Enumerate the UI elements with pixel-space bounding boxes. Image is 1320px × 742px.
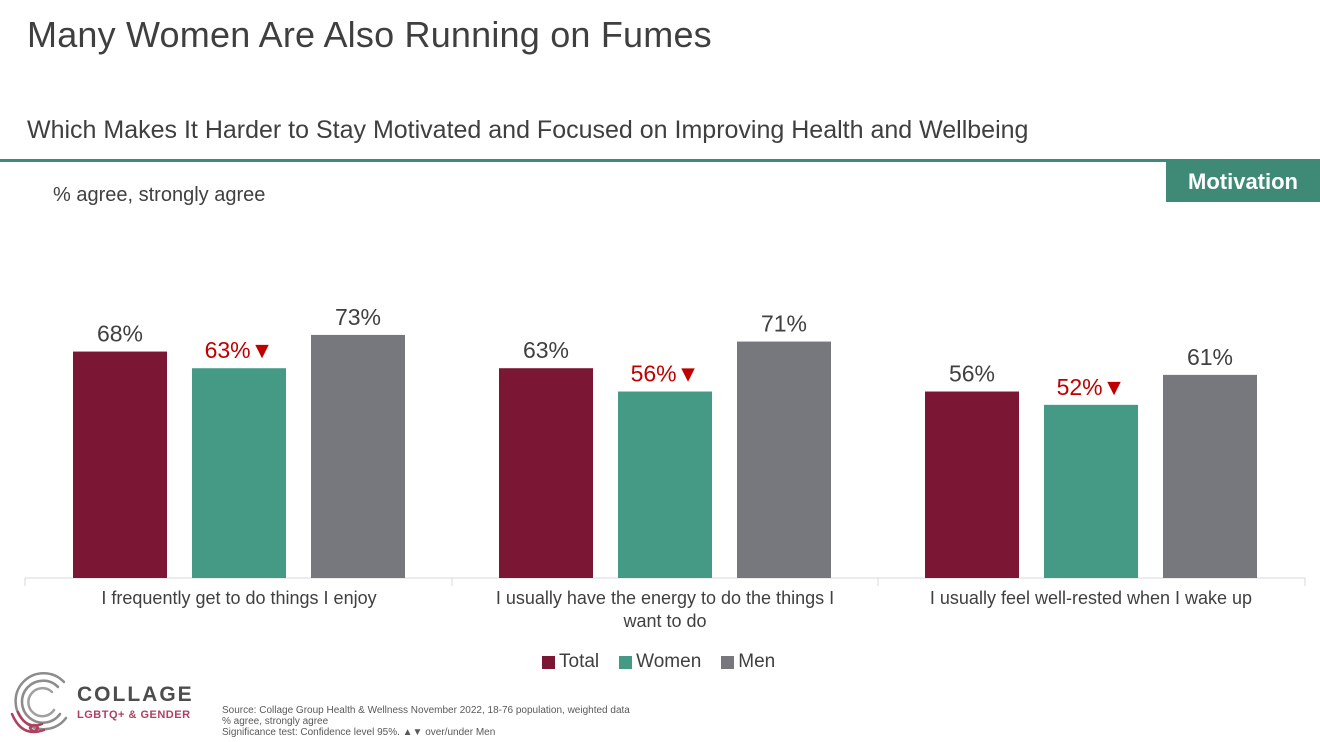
page-title: Many Women Are Also Running on Fumes — [27, 14, 712, 55]
data-label-women-2: 56%▼ — [631, 361, 700, 387]
legend-label-men: Men — [738, 651, 776, 672]
motivation-badge: Motivation — [1166, 162, 1320, 202]
legend-item-men: Men — [721, 651, 775, 673]
legend-item-women: Women — [619, 651, 701, 673]
data-label-men-1: 73% — [335, 304, 381, 330]
source-line: Source: Collage Group Health & Wellness … — [222, 705, 630, 716]
category-label-line: I usually have the energy to do the thin… — [496, 588, 834, 608]
significance-marker-1: ▼ — [251, 337, 274, 363]
category-label-line: want to do — [622, 611, 706, 631]
chart-legend: Total Women Men — [542, 651, 775, 673]
data-label-women-1: 63%▼ — [205, 337, 274, 363]
collage-logo: COLLAGE LGBTQ+ & GENDER — [4, 668, 204, 740]
bar-chart: 68%63%▼73%I frequently get to do things … — [24, 304, 1306, 631]
significance-note: Significance test: Confidence level 95%.… — [222, 727, 496, 738]
measure-note: % agree, strongly agree — [222, 716, 329, 727]
category-label-3: I usually feel well-rested when I wake u… — [930, 588, 1252, 608]
data-label-total-1: 68% — [97, 321, 143, 347]
bar-total-1 — [73, 351, 167, 578]
source-note: Source: Collage Group Health & Wellness … — [222, 705, 630, 738]
legend-swatch-men — [721, 655, 735, 669]
bar-women-2 — [618, 391, 712, 578]
bar-total-2 — [499, 368, 593, 578]
bar-men-3 — [1163, 374, 1257, 578]
legend-label-women: Women — [636, 651, 702, 672]
legend-item-total: Total — [542, 651, 599, 673]
data-label-men-2: 71% — [761, 311, 807, 337]
page-subtitle: Which Makes It Harder to Stay Motivated … — [27, 116, 1029, 144]
bar-women-1 — [192, 368, 286, 578]
category-label-line: I usually feel well-rested when I wake u… — [930, 588, 1252, 608]
category-label-2: I usually have the energy to do the thin… — [496, 588, 834, 631]
header-divider — [0, 159, 1320, 162]
category-label-line: I frequently get to do things I enjoy — [101, 588, 376, 608]
bar-total-3 — [925, 391, 1019, 578]
logo-wordmark: COLLAGE — [77, 683, 194, 706]
data-label-total-2: 63% — [523, 337, 569, 363]
category-label-1: I frequently get to do things I enjoy — [101, 588, 376, 608]
collage-logo-icon — [10, 671, 68, 734]
data-label-men-3: 61% — [1187, 344, 1233, 370]
data-label-women-3: 52%▼ — [1057, 374, 1126, 400]
bar-men-1 — [311, 334, 405, 578]
bar-men-2 — [737, 341, 831, 578]
measure-label: % agree, strongly agree — [53, 184, 266, 206]
legend-label-total: Total — [559, 651, 600, 672]
legend-swatch-total — [542, 655, 555, 669]
significance-marker-2: ▼ — [677, 361, 700, 387]
legend-swatch-women — [619, 655, 633, 669]
significance-marker-3: ▼ — [1103, 374, 1126, 400]
logo-tagline: LGBTQ+ & GENDER — [77, 709, 191, 721]
data-label-total-3: 56% — [949, 361, 995, 387]
bar-women-3 — [1044, 404, 1138, 578]
